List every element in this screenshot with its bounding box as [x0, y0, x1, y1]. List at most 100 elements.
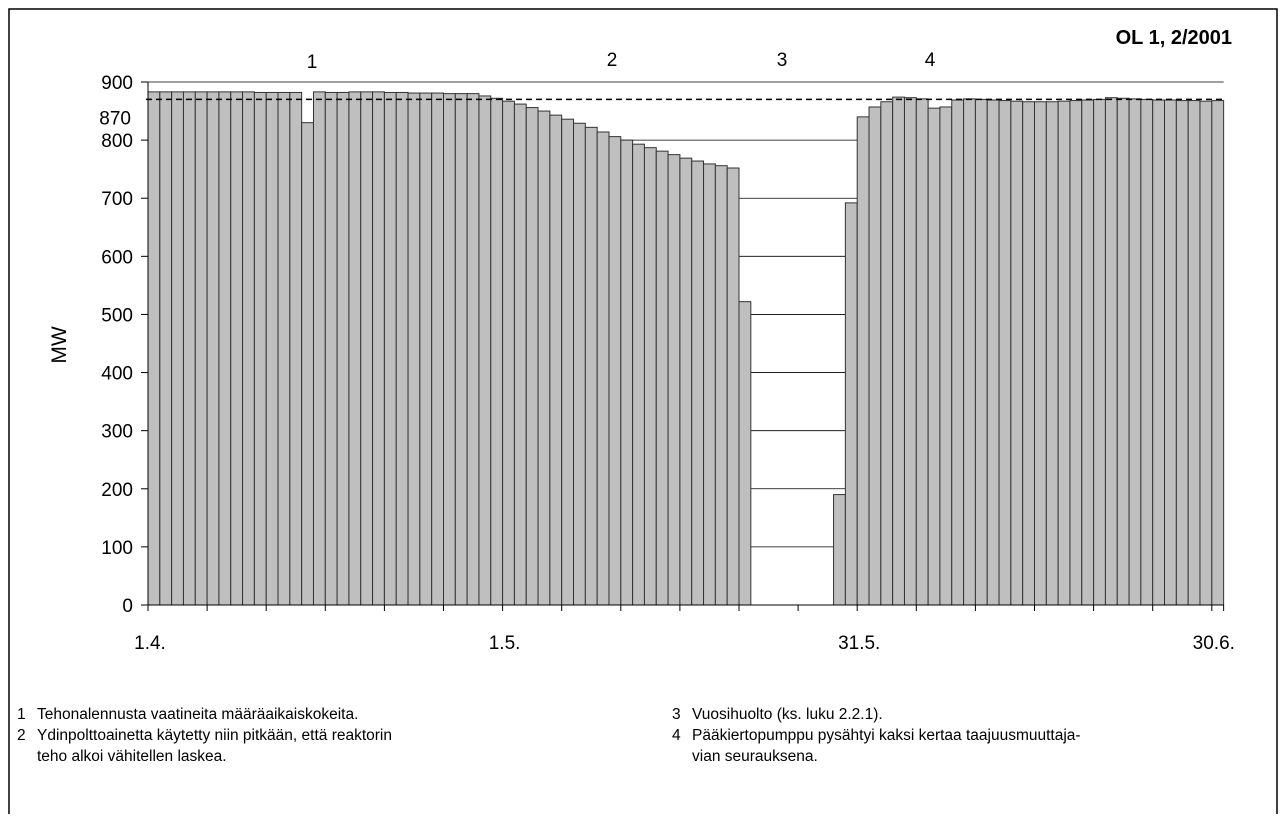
y-tick-label: 500: [101, 305, 133, 326]
bar: [360, 91, 374, 606]
x-tick-label: 31.5.: [838, 633, 880, 654]
bar: [667, 154, 681, 606]
bar: [620, 139, 634, 606]
bar: [868, 106, 882, 606]
bar: [419, 92, 433, 606]
bar: [171, 91, 184, 606]
note-number: 2: [17, 727, 26, 744]
bar: [513, 103, 527, 606]
annotation: 1: [307, 52, 318, 73]
bar: [844, 202, 858, 606]
bar: [1093, 98, 1106, 606]
bar: [1069, 100, 1083, 606]
bar: [431, 92, 444, 606]
bar: [927, 107, 941, 606]
bar: [1045, 101, 1059, 606]
note-text: Tehonalennusta vaatineita määräaikaiskok…: [37, 706, 358, 723]
bar: [206, 91, 220, 606]
note-number: 4: [672, 727, 681, 744]
y-tick-label: 700: [101, 189, 133, 210]
bar: [738, 301, 752, 606]
bar: [395, 91, 409, 606]
bar: [182, 91, 196, 606]
bar: [573, 122, 586, 606]
bar: [561, 118, 575, 606]
annotation: 4: [925, 50, 936, 71]
bar: [253, 91, 267, 606]
annotation: 2: [607, 50, 618, 71]
bar: [915, 98, 929, 606]
bar: [383, 91, 397, 606]
bar: [549, 114, 563, 606]
y-tick-label: 100: [101, 538, 133, 559]
bar: [1116, 97, 1130, 606]
x-tick-label: 1.4.: [134, 633, 166, 654]
bar: [324, 91, 338, 606]
bar: [974, 98, 988, 606]
bar: [596, 131, 610, 606]
bar: [679, 157, 693, 606]
bar: [147, 91, 161, 606]
bar: [903, 97, 917, 606]
x-tick-label: 30.6.: [1193, 633, 1235, 654]
bar: [407, 92, 421, 606]
bar: [1152, 99, 1166, 606]
bar: [584, 126, 598, 606]
bar: [1057, 100, 1071, 606]
bar: [230, 91, 244, 606]
bar: [880, 101, 894, 606]
bar: [454, 93, 468, 606]
bar: [443, 93, 456, 606]
bar: [1211, 100, 1225, 606]
bar: [159, 91, 173, 606]
bar: [1034, 101, 1047, 606]
bar: [691, 160, 705, 606]
bar: [502, 100, 515, 606]
bar: [998, 100, 1012, 606]
bar: [1164, 99, 1177, 606]
bar: [714, 165, 728, 606]
bar: [1104, 97, 1118, 606]
note-text: Pääkiertopumppu pysähtyi kaksi kertaa ta…: [692, 727, 1081, 744]
bar: [1010, 100, 1024, 606]
bar: [643, 147, 657, 606]
bar: [242, 91, 255, 606]
note-text: teho alkoi vähitellen laskea.: [37, 748, 227, 765]
bar: [194, 91, 208, 606]
bar: [951, 99, 965, 606]
bar: [301, 122, 314, 606]
bar: [218, 91, 232, 606]
x-tick-label: 1.5.: [489, 633, 521, 654]
bar: [265, 91, 279, 606]
bar: [1022, 101, 1035, 606]
bar: [277, 91, 291, 606]
bar: [490, 97, 504, 606]
bar: [856, 116, 870, 606]
chart-title: OL 1, 2/2001: [1116, 27, 1232, 49]
y-tick-label: 900: [101, 73, 133, 94]
annotation: 3: [777, 50, 788, 71]
y-tick-label: 200: [101, 480, 133, 501]
y-tick-label: 400: [101, 364, 133, 385]
frame: [8, 8, 1278, 814]
bar: [289, 91, 303, 606]
reference-label: 870: [99, 108, 131, 129]
bar: [525, 107, 539, 606]
bar: [939, 106, 953, 606]
bar: [632, 143, 645, 606]
note-text: Vuosihuolto (ks. luku 2.2.1).: [692, 706, 883, 723]
bar: [1128, 98, 1142, 606]
bar: [537, 110, 551, 606]
note-number: 3: [672, 706, 681, 723]
bar: [478, 95, 492, 606]
y-axis-label: MW: [48, 326, 71, 363]
bar: [892, 96, 905, 606]
bar: [312, 91, 326, 606]
bar: [963, 98, 976, 606]
bar: [1140, 98, 1154, 606]
bar: [726, 167, 740, 606]
bar: [372, 91, 385, 606]
bar: [1081, 99, 1095, 606]
y-tick-label: 800: [101, 131, 133, 152]
